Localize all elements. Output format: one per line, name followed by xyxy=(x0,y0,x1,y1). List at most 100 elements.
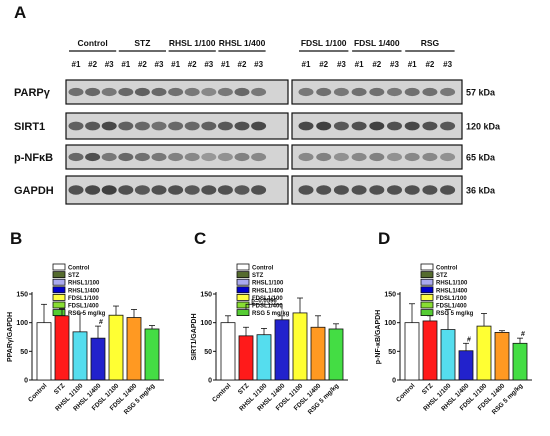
bar xyxy=(108,314,124,381)
blot-protein-label: PARPγ xyxy=(14,87,51,99)
blot-group-label: STZ xyxy=(134,38,150,48)
chart-c: CControlSTZRHSL1/100RHSL1/400FDSL1/100FD… xyxy=(191,229,348,416)
bar xyxy=(458,350,474,381)
y-tick-label: 0 xyxy=(208,378,212,385)
bar xyxy=(512,342,528,381)
legend-swatch xyxy=(236,294,250,301)
blot-band xyxy=(134,87,150,97)
legend-swatch xyxy=(420,286,434,294)
legend-swatch xyxy=(52,263,66,271)
blot-band xyxy=(151,87,167,97)
legend-swatch xyxy=(236,301,250,309)
blot-replicate-label: #1 xyxy=(121,60,130,69)
y-tick-label: 150 xyxy=(16,292,28,299)
blot-band xyxy=(134,152,150,162)
blot-protein-label: GAPDH xyxy=(14,185,54,197)
legend-label: RSG 5 mg/kg xyxy=(252,311,290,317)
blot-band xyxy=(387,87,402,97)
blot-replicate-label: #2 xyxy=(188,60,197,69)
legend-swatch xyxy=(236,278,250,286)
blot-band xyxy=(184,121,200,131)
y-tick-label: 0 xyxy=(24,378,28,385)
legend-swatch xyxy=(420,294,434,301)
legend-label: FDSL1/100 xyxy=(68,296,99,302)
y-tick-label: 100 xyxy=(16,320,28,327)
legend-label: FDSL1/400 xyxy=(436,304,467,310)
blot-band xyxy=(118,87,134,97)
legend-label: RHSL1/100 xyxy=(252,281,284,287)
bar xyxy=(90,337,106,381)
blot-replicate-label: #2 xyxy=(425,60,434,69)
blot-band xyxy=(85,185,101,195)
blot-band xyxy=(85,87,101,97)
blot-replicate-label: #2 xyxy=(372,60,381,69)
blot-band xyxy=(298,87,314,97)
blot-band xyxy=(217,152,233,162)
blot-band xyxy=(234,87,250,97)
legend-label: STZ xyxy=(252,273,264,279)
y-tick-label: 150 xyxy=(384,292,396,299)
blot-replicate-label: #3 xyxy=(254,60,263,69)
blot-band xyxy=(422,121,438,131)
y-tick-label: 50 xyxy=(20,349,28,356)
blot-band xyxy=(201,152,217,162)
blot-band xyxy=(251,185,267,195)
blot-band xyxy=(217,185,233,195)
blot-band xyxy=(333,121,349,131)
blot-band xyxy=(404,87,420,97)
legend-label: STZ xyxy=(68,273,80,279)
significance-mark: # xyxy=(467,336,471,343)
blot-replicate-label: #1 xyxy=(302,60,311,69)
blot-band xyxy=(184,152,200,162)
legend-swatch xyxy=(420,278,434,286)
blot-replicate-label: #3 xyxy=(443,60,452,69)
blot-band xyxy=(151,185,167,195)
legend-label: Control xyxy=(68,266,90,272)
panel-label: D xyxy=(378,229,390,248)
blot-replicate-label: #2 xyxy=(138,60,147,69)
blot-band xyxy=(440,121,456,131)
bar xyxy=(126,317,142,381)
blot-band xyxy=(333,185,349,195)
blot-band xyxy=(68,87,84,97)
blot-replicate-label: #2 xyxy=(88,60,97,69)
blot-band xyxy=(168,185,184,195)
blot-band xyxy=(101,152,117,162)
blot-band xyxy=(333,87,349,97)
blot-replicate-label: #2 xyxy=(238,60,247,69)
blot-band xyxy=(101,87,117,97)
bar xyxy=(54,315,70,381)
legend-label: RHSL1/400 xyxy=(436,288,468,294)
legend-swatch xyxy=(52,278,66,286)
western-blot-panel: A Control STZ RHSL 1/100 RHSL 1/400 FDSL 1/1… xyxy=(14,3,501,205)
bar xyxy=(274,319,290,381)
blot-band xyxy=(68,152,84,162)
legend-swatch xyxy=(236,271,250,278)
blot-band xyxy=(168,121,184,131)
x-tick-label: STZ xyxy=(237,382,251,396)
blot-band xyxy=(68,121,84,131)
blot-band xyxy=(68,185,84,195)
bar xyxy=(476,325,492,381)
comparison-label: p=0.0596 xyxy=(251,298,277,304)
blot-band xyxy=(101,185,117,195)
blot-size-label: 120 kDa xyxy=(466,122,501,132)
bar xyxy=(328,328,344,381)
y-axis-label: PPARγ/GAPDH xyxy=(7,312,14,362)
legend-label: RSG 5 mg/kg xyxy=(436,311,474,317)
blot-band xyxy=(440,185,456,195)
blot-replicate-label: #3 xyxy=(105,60,114,69)
blot-band xyxy=(251,152,267,162)
blot-band xyxy=(217,121,233,131)
panel-a-label: A xyxy=(14,3,26,22)
x-tick-label: STZ xyxy=(421,382,435,396)
blot-replicate-label: #1 xyxy=(355,60,364,69)
blot-band xyxy=(404,152,420,162)
blot-band xyxy=(251,121,267,131)
blot-band xyxy=(251,87,267,97)
significance-mark: # xyxy=(521,331,525,338)
legend-label: FDSL1/100 xyxy=(252,296,283,302)
panel-label: B xyxy=(10,229,22,248)
blot-size-label: 65 kDa xyxy=(466,153,496,163)
chart-b: BControlSTZRHSL1/100RHSL1/400FDSL1/100FD… xyxy=(7,229,164,416)
